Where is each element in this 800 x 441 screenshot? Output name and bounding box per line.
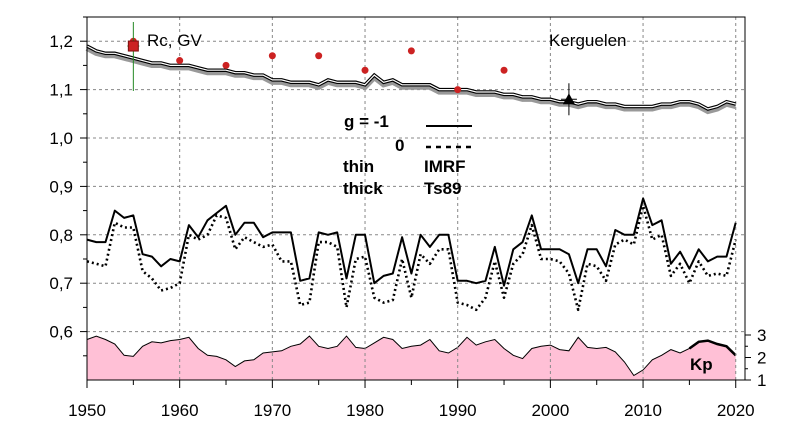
x-tick-label: 1960 — [161, 401, 199, 420]
station-label: Kerguelen — [549, 31, 627, 50]
kp-label: Kp — [690, 355, 713, 374]
kp-tick-label: 2 — [757, 349, 766, 368]
y-tick-label: 0,6 — [49, 323, 73, 342]
x-tick-label: 1980 — [346, 401, 384, 420]
x-tick-label: 1970 — [253, 401, 291, 420]
x-tick-label: 2020 — [717, 401, 755, 420]
kp-line — [86, 335, 737, 377]
rc-layer — [85, 22, 737, 116]
series-dotted-line — [86, 204, 737, 312]
y-tick-label: 0,7 — [49, 274, 73, 293]
x-tick-label: 2010 — [624, 401, 662, 420]
square-marker — [127, 40, 139, 52]
rc-line-outer — [86, 44, 737, 111]
kp-tick-label: 3 — [757, 326, 766, 345]
y-tick-label: 0,9 — [49, 177, 73, 196]
legend-g-label: g = -1 — [344, 112, 389, 131]
axis-layer: 1950 1960 1970 1980 1990 2000 2010 2020 0,6 0,7 0,… — [49, 16, 766, 420]
kp-area-layer — [86, 335, 737, 380]
rc-point — [500, 66, 508, 74]
y-tick-label: 0,8 — [49, 226, 73, 245]
kp-area — [87, 336, 736, 380]
x-tick-label: 2000 — [531, 401, 569, 420]
y-tick-label: 1,1 — [49, 81, 73, 100]
x-tick-label: 1990 — [439, 401, 477, 420]
rc-point — [361, 66, 369, 74]
grid-layer — [87, 17, 745, 380]
plot-frame — [86, 16, 746, 381]
y-tick-label: 1,2 — [49, 32, 73, 51]
kp-tick-label: 1 — [757, 371, 766, 390]
y-tick-label: 1,0 — [49, 129, 73, 148]
series-layer — [86, 197, 737, 312]
rc-line-inner — [86, 45, 736, 110]
rc-point — [454, 86, 462, 94]
legend-ts89-label: Ts89 — [424, 179, 462, 198]
rc-point — [176, 57, 184, 65]
series-solid-line — [86, 197, 737, 287]
legend-thin-label: thin — [343, 157, 374, 176]
rc-point — [222, 61, 230, 69]
rc-label: Rc, GV — [147, 31, 202, 50]
rc-point — [315, 52, 323, 60]
rc-point — [268, 52, 276, 60]
rc-point — [407, 47, 415, 55]
legend-thick-label: thick — [343, 179, 383, 198]
triangle-marker — [562, 93, 575, 105]
rc-shadow — [85, 45, 737, 115]
kp-line-recent — [688, 339, 737, 357]
legend-zero-label: 0 — [395, 136, 404, 155]
x-tick-label: 1950 — [68, 401, 106, 420]
legend-imrf-label: IMRF — [424, 157, 466, 176]
